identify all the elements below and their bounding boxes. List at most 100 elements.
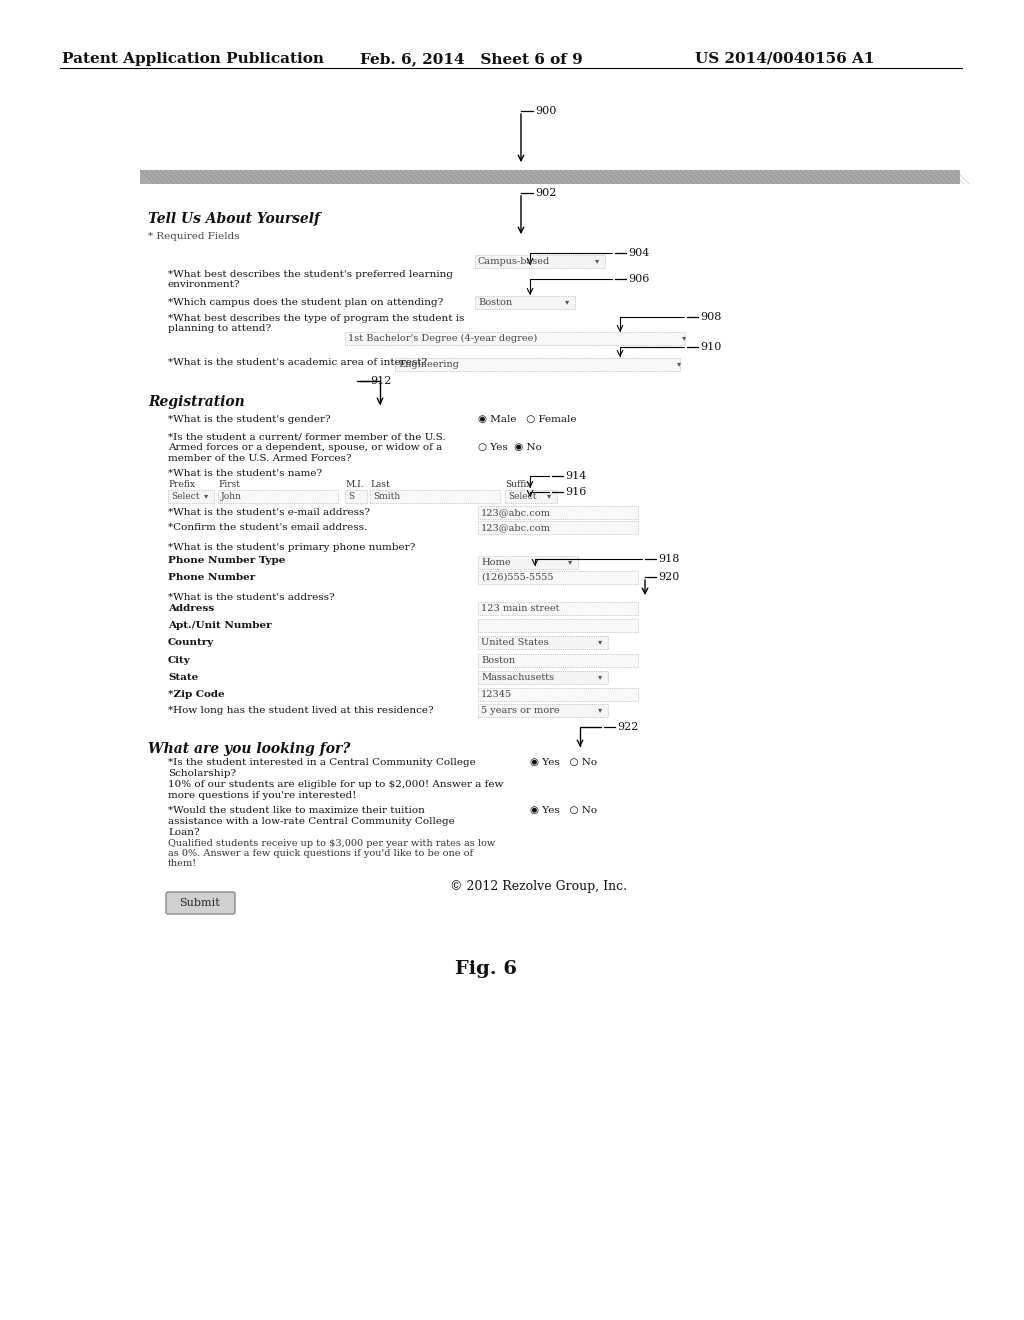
Text: ▾: ▾ xyxy=(677,360,681,368)
Text: Armed forces or a dependent, spouse, or widow of a: Armed forces or a dependent, spouse, or … xyxy=(168,444,442,451)
Text: 920: 920 xyxy=(658,572,679,582)
Text: assistance with a low-rate Central Community College: assistance with a low-rate Central Commu… xyxy=(168,817,455,826)
FancyBboxPatch shape xyxy=(166,892,234,913)
Bar xyxy=(478,688,638,701)
Bar xyxy=(140,170,961,183)
Bar xyxy=(478,602,638,615)
Text: Select: Select xyxy=(508,492,537,502)
Text: 912: 912 xyxy=(370,376,391,385)
Text: Feb. 6, 2014   Sheet 6 of 9: Feb. 6, 2014 Sheet 6 of 9 xyxy=(360,51,583,66)
Bar xyxy=(478,556,578,569)
Text: Qualified students receive up to $3,000 per year with rates as low: Qualified students receive up to $3,000 … xyxy=(168,840,496,847)
Bar xyxy=(505,490,557,503)
Bar xyxy=(168,490,214,503)
Text: (126)555-5555: (126)555-5555 xyxy=(481,573,554,582)
Bar xyxy=(478,619,638,632)
Text: ▾: ▾ xyxy=(595,257,599,265)
Text: Phone Number Type: Phone Number Type xyxy=(168,556,286,565)
Text: 10% of our students are eligible for up to $2,000! Answer a few: 10% of our students are eligible for up … xyxy=(168,780,504,789)
Bar xyxy=(475,296,575,309)
Text: more questions if you're interested!: more questions if you're interested! xyxy=(168,791,356,800)
Text: 906: 906 xyxy=(628,275,649,284)
Text: ◉ Yes   ○ No: ◉ Yes ○ No xyxy=(530,758,597,767)
Text: *What is the student's academic area of interest?: *What is the student's academic area of … xyxy=(168,358,427,367)
Text: *Would the student like to maximize their tuition: *Would the student like to maximize thei… xyxy=(168,807,425,814)
Text: First: First xyxy=(218,480,240,488)
Text: 12345: 12345 xyxy=(481,690,512,700)
Text: 902: 902 xyxy=(535,187,556,198)
Bar xyxy=(478,521,638,535)
Text: Boston: Boston xyxy=(481,656,515,665)
Text: Suffix: Suffix xyxy=(505,480,531,488)
Bar xyxy=(478,704,608,717)
Bar xyxy=(478,572,638,583)
Text: Tell Us About Yourself: Tell Us About Yourself xyxy=(148,213,319,226)
Text: *What is the student's primary phone number?: *What is the student's primary phone num… xyxy=(168,543,416,552)
Bar xyxy=(370,490,500,503)
Text: John: John xyxy=(221,492,242,502)
Text: 918: 918 xyxy=(658,554,679,564)
Text: 908: 908 xyxy=(700,312,721,322)
Text: *Is the student a current/ former member of the U.S.: *Is the student a current/ former member… xyxy=(168,432,445,441)
Text: Last: Last xyxy=(370,480,390,488)
Text: 123@abc.com: 123@abc.com xyxy=(481,523,551,532)
Text: *What is the student's e-mail address?: *What is the student's e-mail address? xyxy=(168,508,370,517)
Bar xyxy=(478,506,638,519)
Text: Campus-based: Campus-based xyxy=(478,257,550,267)
Text: 123 main street: 123 main street xyxy=(481,605,559,612)
Text: ◉ Yes   ○ No: ◉ Yes ○ No xyxy=(530,807,597,814)
Text: *Confirm the student's email address.: *Confirm the student's email address. xyxy=(168,523,368,532)
Text: 904: 904 xyxy=(628,248,649,257)
Text: ▾: ▾ xyxy=(568,558,572,566)
Text: Address: Address xyxy=(168,605,214,612)
Text: member of the U.S. Armed Forces?: member of the U.S. Armed Forces? xyxy=(168,454,351,463)
Text: Patent Application Publication: Patent Application Publication xyxy=(62,51,324,66)
Text: © 2012 Rezolve Group, Inc.: © 2012 Rezolve Group, Inc. xyxy=(450,880,627,894)
Bar xyxy=(475,255,605,268)
Text: ▾: ▾ xyxy=(598,673,602,681)
Text: *Is the student interested in a Central Community College: *Is the student interested in a Central … xyxy=(168,758,476,767)
Text: Submit: Submit xyxy=(179,898,220,908)
Text: Apt./Unit Number: Apt./Unit Number xyxy=(168,620,271,630)
Text: *What best describes the type of program the student is
planning to attend?: *What best describes the type of program… xyxy=(168,314,464,334)
Text: Engineering: Engineering xyxy=(398,360,459,370)
Bar xyxy=(478,653,638,667)
Text: 916: 916 xyxy=(565,487,587,498)
Text: ▾: ▾ xyxy=(598,706,602,714)
Text: Scholarship?: Scholarship? xyxy=(168,770,237,777)
Text: *Which campus does the student plan on attending?: *Which campus does the student plan on a… xyxy=(168,298,443,308)
Text: Massachusetts: Massachusetts xyxy=(481,673,554,682)
Text: M.I.: M.I. xyxy=(345,480,364,488)
Text: What are you looking for?: What are you looking for? xyxy=(148,742,350,756)
Text: Loan?: Loan? xyxy=(168,828,200,837)
Text: Boston: Boston xyxy=(478,298,512,308)
Bar xyxy=(395,358,680,371)
Text: Prefix: Prefix xyxy=(168,480,196,488)
Text: 5 years or more: 5 years or more xyxy=(481,706,560,715)
Text: as 0%. Answer a few quick questions if you'd like to be one of: as 0%. Answer a few quick questions if y… xyxy=(168,849,473,858)
Text: State: State xyxy=(168,673,199,682)
Text: *Zip Code: *Zip Code xyxy=(168,690,224,700)
Text: Country: Country xyxy=(168,638,214,647)
Bar xyxy=(345,490,367,503)
Text: 922: 922 xyxy=(617,722,638,733)
Text: ○ Yes  ◉ No: ○ Yes ◉ No xyxy=(478,444,542,451)
Text: US 2014/0040156 A1: US 2014/0040156 A1 xyxy=(695,51,874,66)
Text: ▾: ▾ xyxy=(598,638,602,645)
Text: *What is the student's gender?: *What is the student's gender? xyxy=(168,414,331,424)
Text: 910: 910 xyxy=(700,342,721,352)
Text: Registration: Registration xyxy=(148,395,245,409)
Text: 1st Bachelor's Degree (4-year degree): 1st Bachelor's Degree (4-year degree) xyxy=(348,334,538,343)
Text: ▾: ▾ xyxy=(565,298,569,306)
Text: ◉ Male   ○ Female: ◉ Male ○ Female xyxy=(478,414,577,424)
Bar xyxy=(218,490,338,503)
Text: 900: 900 xyxy=(535,106,556,116)
Text: 914: 914 xyxy=(565,471,587,480)
Text: 123@abc.com: 123@abc.com xyxy=(481,508,551,517)
Text: ▾: ▾ xyxy=(547,492,551,500)
Text: ▾: ▾ xyxy=(204,492,208,500)
Text: *How long has the student lived at this residence?: *How long has the student lived at this … xyxy=(168,706,433,715)
Bar xyxy=(345,333,685,345)
Text: Fig. 6: Fig. 6 xyxy=(455,960,517,978)
Text: Smith: Smith xyxy=(373,492,400,502)
